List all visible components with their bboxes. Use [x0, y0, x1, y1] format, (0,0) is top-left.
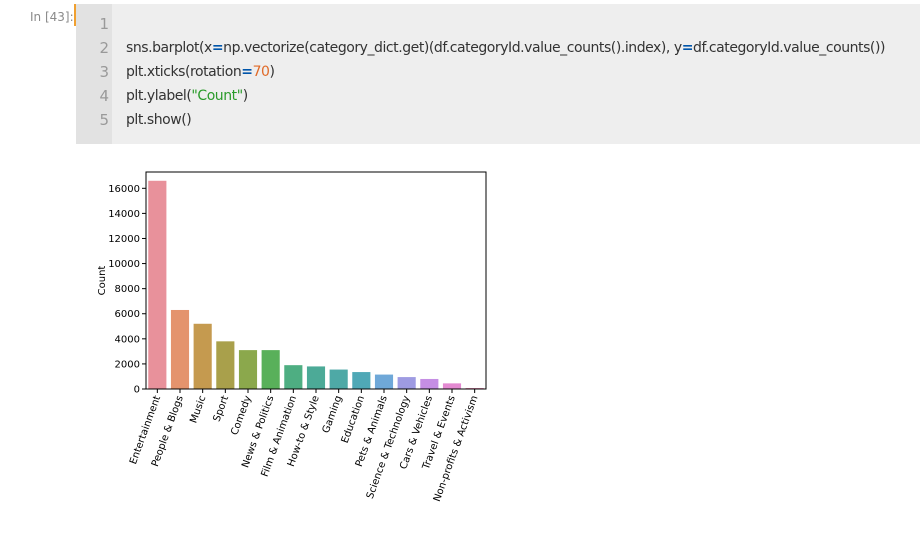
line-number: 3	[99, 63, 109, 81]
y-tick-label: 2000	[115, 359, 140, 370]
y-tick-label: 8000	[115, 284, 140, 295]
code-text: sns.barplot(x=np.vectorize(category_dict…	[126, 40, 885, 56]
y-tick-label: 6000	[115, 309, 140, 320]
bar-chart: 0200040006000800010000120001400016000Ent…	[97, 171, 487, 503]
line-number: 5	[99, 111, 109, 129]
y-axis-label: Count	[97, 266, 108, 296]
bar	[374, 374, 394, 389]
line-number: 1	[99, 15, 109, 33]
cell-edit-indicator	[74, 4, 76, 26]
code-cell[interactable]: 1 2 sns.barplot(x=np.vectorize(category_…	[76, 4, 920, 144]
y-tick-label: 4000	[115, 334, 140, 345]
code-line-1[interactable]: 1	[76, 12, 920, 36]
line-number: 4	[99, 87, 109, 105]
code-text: plt.show()	[126, 112, 192, 128]
y-tick-label: 14000	[108, 209, 140, 220]
code-text: plt.ylabel("Count")	[126, 88, 248, 104]
bar	[148, 180, 167, 389]
cell-prompt: In [43]:	[30, 10, 74, 24]
bar	[238, 350, 258, 389]
line-number: 2	[99, 39, 109, 57]
bar	[397, 377, 416, 389]
line-number-gutter	[76, 4, 112, 144]
bar	[329, 369, 348, 389]
y-tick-label: 16000	[108, 184, 140, 195]
bar	[306, 366, 326, 389]
bar	[420, 378, 439, 389]
code-text: plt.xticks(rotation=70)	[126, 64, 275, 80]
x-tick-label: Music	[188, 394, 208, 424]
y-tick-label: 12000	[108, 234, 140, 245]
bar	[352, 372, 371, 389]
bar	[465, 387, 484, 389]
bar	[170, 309, 190, 389]
x-tick-label: Comedy	[229, 394, 253, 437]
bar	[193, 323, 212, 389]
bar	[284, 365, 303, 389]
y-tick-label: 10000	[108, 259, 140, 270]
y-tick-label: 0	[134, 385, 140, 396]
code-line-4[interactable]: 4 plt.ylabel("Count")	[76, 84, 920, 108]
x-tick-label: Gaming	[321, 394, 345, 434]
code-line-5[interactable]: 5 plt.show()	[76, 108, 920, 132]
bar	[442, 383, 462, 389]
code-line-3[interactable]: 3 plt.xticks(rotation=70)	[76, 60, 920, 84]
code-line-2[interactable]: 2 sns.barplot(x=np.vectorize(category_di…	[76, 36, 920, 60]
bar	[261, 350, 280, 389]
bar	[216, 341, 235, 389]
x-tick-label: Sport	[212, 394, 232, 423]
